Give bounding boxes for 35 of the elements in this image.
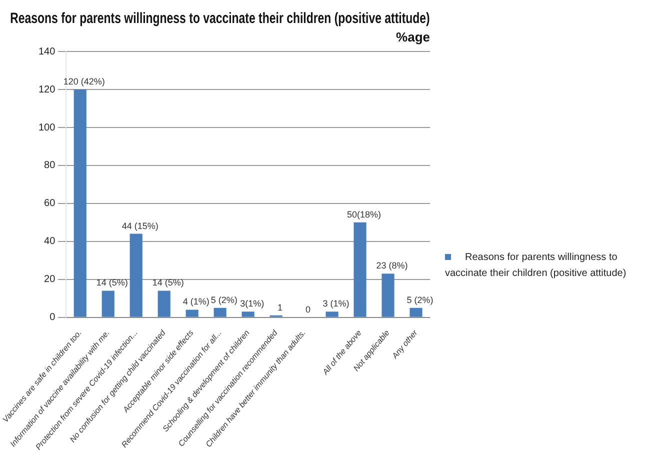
data-label: 5 (2%) bbox=[406, 294, 434, 305]
data-label: 44 (15%) bbox=[122, 220, 158, 231]
bar bbox=[186, 310, 198, 317]
bar bbox=[130, 234, 142, 317]
bar bbox=[214, 308, 226, 317]
y-tick-label: 100 bbox=[38, 122, 56, 134]
data-label: 3 (1%) bbox=[322, 298, 350, 309]
data-label: 14 (5%) bbox=[96, 278, 128, 288]
y-tick-label: 20 bbox=[44, 274, 56, 286]
chart-title: Reasons for parents willingness to vaccinate their children (positive attitude) bbox=[10, 10, 430, 27]
data-label: 5 (2%) bbox=[210, 294, 238, 305]
y-tick-label: 120 bbox=[38, 84, 56, 96]
y-tick-label: 40 bbox=[44, 236, 56, 248]
bar bbox=[354, 222, 366, 317]
data-label: 1 bbox=[278, 302, 283, 312]
bar bbox=[410, 308, 422, 317]
data-label: 120 (42%) bbox=[63, 76, 105, 87]
chart-subtitle: %age bbox=[396, 29, 430, 44]
y-tick-label: 140 bbox=[38, 46, 56, 58]
data-label: 4 (1%) bbox=[182, 296, 210, 307]
bar bbox=[74, 90, 86, 317]
data-label: 3(1%) bbox=[240, 298, 264, 309]
data-label: 0 bbox=[306, 304, 311, 314]
data-label: 50(18%) bbox=[347, 209, 382, 220]
bar bbox=[326, 312, 338, 317]
bar bbox=[242, 312, 254, 317]
bar bbox=[102, 290, 114, 317]
y-tick-label: 0 bbox=[50, 312, 56, 324]
data-label: 23 (8%) bbox=[376, 260, 408, 271]
legend-label: Reasons for parents willingness to vaccinate their children (positive attitude) bbox=[445, 251, 628, 281]
bar bbox=[158, 290, 170, 317]
bar bbox=[382, 274, 394, 317]
y-tick-label: 60 bbox=[44, 198, 56, 210]
data-label: 14 (5%) bbox=[152, 278, 184, 288]
y-tick-label: 80 bbox=[44, 160, 56, 172]
